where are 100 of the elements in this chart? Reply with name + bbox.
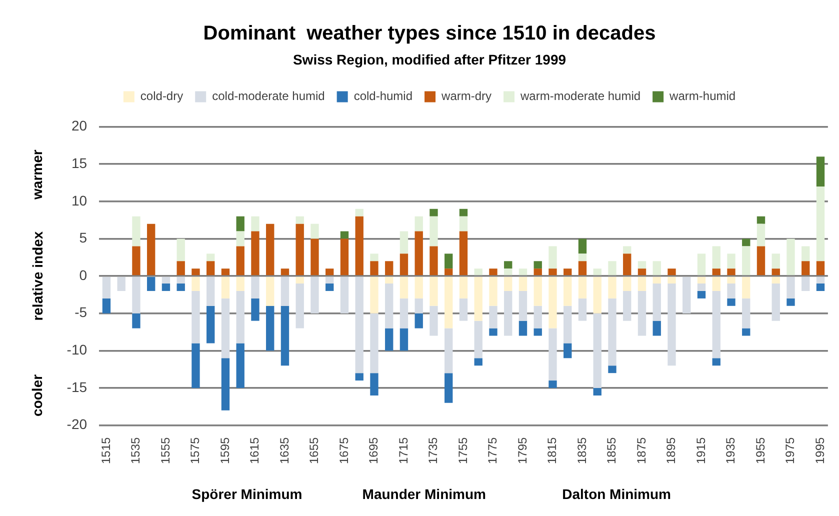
bar xyxy=(504,290,512,336)
bar xyxy=(221,268,230,276)
text: cooler xyxy=(28,374,45,416)
bar xyxy=(742,238,750,246)
bar xyxy=(430,306,438,336)
bar xyxy=(192,276,200,291)
bar xyxy=(652,276,661,284)
bar xyxy=(414,231,423,276)
text: Spörer Minimum xyxy=(192,486,302,502)
bar xyxy=(221,298,230,358)
legend-label: warm-humid xyxy=(668,89,736,104)
bar xyxy=(414,298,423,314)
bar xyxy=(251,231,260,276)
x-tick-label: 1995 xyxy=(812,436,827,464)
bar xyxy=(623,246,632,254)
bar xyxy=(192,268,200,276)
x-tick-label: 1635 xyxy=(277,436,292,464)
bar xyxy=(623,290,632,321)
bar xyxy=(400,328,408,351)
x-tick-label: 1835 xyxy=(574,436,589,464)
bar xyxy=(102,276,111,298)
bar xyxy=(370,373,378,396)
bar xyxy=(638,276,646,291)
bar xyxy=(578,261,587,276)
bar xyxy=(816,276,825,284)
bar xyxy=(727,298,736,306)
y-tick-label: 10 xyxy=(71,192,88,208)
bar xyxy=(251,298,260,321)
bar xyxy=(756,216,766,224)
legend-label: cold-moderate humid xyxy=(212,89,325,104)
x-tick-label: 1975 xyxy=(783,436,798,464)
x-tick-label: 1855 xyxy=(604,436,619,464)
bar xyxy=(564,343,572,358)
y-tick-label: -5 xyxy=(74,304,88,320)
x-tick-label: 1795 xyxy=(515,436,530,464)
legend-label: cold-humid xyxy=(354,89,413,104)
bar xyxy=(459,216,468,232)
bar xyxy=(236,290,244,344)
bar xyxy=(236,216,244,232)
bar xyxy=(266,224,274,276)
bar xyxy=(608,298,616,366)
bar xyxy=(474,320,482,358)
bar xyxy=(802,261,810,276)
bar xyxy=(534,276,542,306)
bar xyxy=(296,276,304,284)
bar xyxy=(176,261,185,276)
bar xyxy=(712,276,720,291)
bar xyxy=(816,261,825,276)
y-tick-label: 20 xyxy=(71,118,88,134)
bar xyxy=(548,276,557,328)
bar xyxy=(742,276,750,298)
text: Maunder Minimum xyxy=(362,486,486,502)
y-tick-label: -20 xyxy=(66,416,88,432)
bar xyxy=(697,284,706,291)
bar xyxy=(489,268,498,276)
bar xyxy=(355,216,364,276)
bar xyxy=(414,313,423,328)
bar xyxy=(370,261,378,276)
bar xyxy=(370,276,378,314)
bar xyxy=(742,328,750,336)
x-tick-label: 1755 xyxy=(456,436,470,464)
bar xyxy=(578,238,587,254)
text: Dalton Minimum xyxy=(562,486,671,502)
bar xyxy=(742,298,750,328)
bar xyxy=(816,156,825,186)
bar xyxy=(564,268,572,276)
bar xyxy=(518,276,528,291)
bar xyxy=(578,254,587,262)
bar xyxy=(444,268,453,276)
bar xyxy=(206,254,215,262)
y-tick-label: -10 xyxy=(66,342,88,358)
bar xyxy=(593,268,602,276)
bar xyxy=(504,261,512,269)
bar xyxy=(652,261,661,276)
x-tick-label: 1615 xyxy=(248,436,262,464)
bar xyxy=(712,246,720,269)
bar xyxy=(638,290,646,336)
bar xyxy=(444,328,453,374)
x-tick-label: 1575 xyxy=(188,436,202,464)
legend-label: cold-dry xyxy=(140,89,184,104)
bar xyxy=(786,276,795,298)
bar xyxy=(772,254,780,269)
bar xyxy=(162,284,170,291)
x-tick-label: 1655 xyxy=(307,436,322,464)
bar xyxy=(668,276,676,284)
bar xyxy=(280,268,290,276)
bar xyxy=(296,284,304,328)
bar xyxy=(534,328,542,336)
bar xyxy=(727,254,736,269)
chart-title: Dominant weather types since 1510 in decades xyxy=(203,22,656,45)
bar xyxy=(310,238,319,276)
x-tick-label: 1695 xyxy=(366,436,381,464)
bar xyxy=(638,268,646,276)
bar xyxy=(340,238,349,276)
bar xyxy=(548,268,557,276)
bar xyxy=(727,268,736,276)
x-tick-label: 1735 xyxy=(426,436,440,464)
bar xyxy=(430,208,438,216)
x-tick-label: 1675 xyxy=(336,436,351,464)
bar xyxy=(355,208,364,216)
